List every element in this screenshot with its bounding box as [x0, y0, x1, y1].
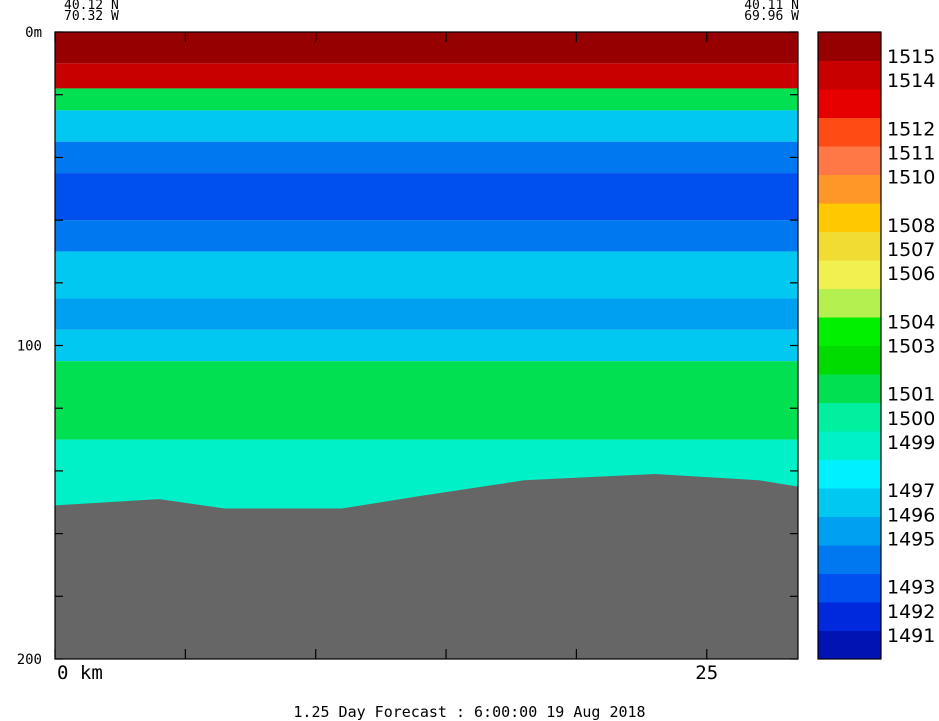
left-longitude: 70.32 W: [64, 9, 119, 24]
right-longitude: 69.96 W: [744, 9, 799, 24]
colorbar-label: 1496: [887, 504, 935, 526]
field-band: [55, 141, 798, 174]
colorbar-segment: [818, 203, 881, 232]
colorbar-segment: [818, 260, 881, 289]
x-tick-label: 25: [695, 662, 718, 684]
colorbar-label: 1493: [887, 577, 935, 599]
colorbar-label: 1500: [887, 408, 935, 430]
colorbar-segment: [818, 488, 881, 517]
colorbar-label: 1491: [887, 625, 935, 647]
y-tick-label: 0m: [25, 25, 42, 41]
colorbar-segment: [818, 117, 881, 147]
colorbar-segment: [818, 146, 881, 175]
colorbar-label: 1506: [887, 263, 935, 285]
colorbar-label: 1497: [887, 480, 935, 502]
colorbar-label: 1492: [887, 601, 935, 623]
colorbar-segment: [818, 573, 881, 603]
field-band: [55, 251, 798, 299]
field-band: [55, 173, 798, 221]
seafloor-land: [55, 474, 798, 659]
field-band: [55, 298, 798, 330]
colorbar-segment: [818, 174, 881, 204]
colorbar-label: 1514: [887, 70, 935, 92]
colorbar-label: 1495: [887, 528, 935, 550]
colorbar-segment: [818, 630, 881, 660]
colorbar-label: 1511: [887, 143, 935, 165]
field-band: [55, 32, 798, 64]
field-band: [55, 361, 798, 440]
colorbar-label: 1501: [887, 384, 935, 406]
y-axis: 0m 100 200: [17, 25, 798, 668]
colorbar-segment: [818, 402, 881, 432]
colorbar-segment: [818, 32, 881, 61]
field-band: [55, 110, 798, 142]
colorbar-segment: [818, 516, 881, 546]
colorbar-segment: [818, 459, 881, 489]
forecast-caption: 1.25 Day Forecast : 6:00:00 19 Aug 2018: [293, 703, 646, 721]
left-latitude: 40.12 N: [64, 0, 119, 13]
colorbar-label: 1512: [887, 118, 935, 140]
y-tick-label: 200: [17, 652, 42, 668]
colorbar-segment: [818, 288, 881, 318]
right-latitude: 40.11 N: [744, 0, 799, 13]
colorbar-segment: [818, 545, 881, 574]
x-axis: 0 km 25: [54, 32, 718, 684]
colorbar-segment: [818, 431, 881, 460]
y-tick-label: 100: [17, 339, 42, 355]
colorbar-segment: [818, 345, 881, 375]
field-band: [55, 63, 798, 89]
colorbar-segment: [818, 231, 881, 261]
colorbar-label: 1499: [887, 432, 935, 454]
colorbar-label: 1503: [887, 336, 935, 358]
colorbar-frame: [817, 31, 882, 660]
colorbar-segment: [818, 602, 881, 631]
colorbar-segment: [818, 317, 881, 346]
x-tick-label: 0 km: [57, 662, 103, 684]
colorbar-label: 1507: [887, 239, 935, 261]
field-band: [55, 329, 798, 362]
field-band: [55, 88, 798, 111]
colorbar-label: 1504: [887, 311, 935, 333]
colorbar-segment: [818, 89, 881, 118]
field-band: [55, 220, 798, 252]
colorbar-segment: [818, 60, 881, 90]
colorbar-label: 1515: [887, 46, 935, 68]
colorbar-label: 1510: [887, 167, 935, 189]
colorbar-segment: [818, 374, 881, 403]
colorbar-label: 1508: [887, 215, 935, 237]
